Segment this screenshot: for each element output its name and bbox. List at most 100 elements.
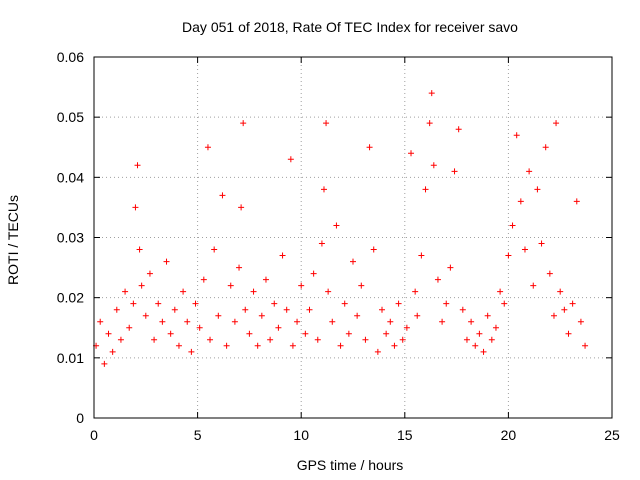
data-point [122, 288, 129, 295]
data-point [488, 336, 495, 343]
data-point [283, 306, 290, 313]
data-point [130, 300, 137, 307]
data-point [310, 270, 317, 277]
grid [94, 57, 612, 418]
data-point [573, 198, 580, 205]
data-point [550, 312, 557, 319]
data-point [443, 300, 450, 307]
data-point [492, 324, 499, 331]
data-point [565, 330, 572, 337]
x-tick-label: 15 [397, 427, 413, 443]
data-point [577, 318, 584, 325]
data-point [472, 342, 479, 349]
data-point [403, 324, 410, 331]
data-point [275, 324, 282, 331]
data-point [418, 252, 425, 259]
data-point [337, 342, 344, 349]
data-point [358, 282, 365, 289]
data-point [463, 336, 470, 343]
y-tick-label: 0.01 [57, 350, 84, 366]
y-tick-label: 0.02 [57, 290, 84, 306]
y-tick-label: 0.03 [57, 230, 84, 246]
data-point [350, 258, 356, 265]
data-point [163, 258, 170, 265]
data-point [136, 246, 143, 253]
data-point [408, 150, 415, 157]
data-point [476, 330, 483, 337]
data-point [430, 162, 437, 169]
data-point [399, 336, 406, 343]
x-axis-label: GPS time / hours [297, 457, 404, 473]
data-point [227, 282, 234, 289]
data-point [484, 312, 491, 319]
y-tick-label: 0.05 [57, 109, 84, 125]
data-point [509, 222, 516, 229]
data-point [345, 330, 352, 337]
data-point [302, 330, 309, 337]
data-point [480, 348, 487, 355]
data-point [459, 306, 466, 313]
data-point [180, 288, 187, 295]
data-point [246, 330, 253, 337]
y-tick-label: 0.04 [57, 169, 84, 185]
data-point [192, 300, 199, 307]
data-point [422, 186, 429, 193]
data-point [287, 156, 294, 163]
data-point [204, 144, 211, 151]
data-point [374, 348, 381, 355]
x-tick-label: 20 [501, 427, 517, 443]
data-point [258, 312, 265, 319]
y-tick-label: 0 [76, 410, 84, 426]
data-point [101, 360, 108, 367]
data-point [391, 342, 398, 349]
data-point [132, 204, 139, 211]
data-point [323, 120, 330, 127]
data-point [370, 246, 377, 253]
data-point [455, 126, 462, 133]
data-point [320, 186, 327, 193]
data-point [159, 318, 166, 325]
data-point [497, 288, 504, 295]
data-point [366, 144, 373, 151]
data-point [109, 348, 116, 355]
data-point [126, 324, 133, 331]
data-point [534, 186, 541, 193]
data-point [223, 342, 230, 349]
data-point [451, 168, 458, 175]
data-point [219, 192, 226, 199]
data-point [138, 282, 145, 289]
x-tick-label: 5 [194, 427, 202, 443]
data-point [294, 318, 301, 325]
data-point [387, 318, 394, 325]
x-tick-label: 25 [604, 427, 620, 443]
data-point [362, 336, 369, 343]
data-point [434, 276, 441, 283]
data-point [289, 342, 296, 349]
data-point [171, 306, 178, 313]
data-point [513, 132, 520, 139]
data-point [215, 312, 222, 319]
x-tick-labels: 0 5 10 15 20 25 [90, 427, 620, 443]
data-point [542, 144, 549, 151]
data-point [517, 198, 524, 205]
data-point [117, 336, 124, 343]
data-point [447, 264, 454, 271]
data-point [267, 336, 274, 343]
data-point [530, 282, 537, 289]
data-point [439, 318, 446, 325]
y-tick-labels: 0 0.01 0.02 0.03 0.04 0.05 0.06 [57, 49, 84, 426]
data-point [354, 312, 361, 319]
x-tick-label: 10 [293, 427, 309, 443]
x-tick-label: 0 [90, 427, 98, 443]
data-point [236, 264, 243, 271]
data-point [538, 240, 545, 247]
data-point [238, 204, 245, 211]
data-point [314, 336, 321, 343]
data-point [546, 270, 553, 277]
data-point [151, 336, 158, 343]
data-points [93, 90, 589, 367]
data-point [211, 246, 218, 253]
data-point [242, 306, 249, 313]
data-point [196, 324, 203, 331]
